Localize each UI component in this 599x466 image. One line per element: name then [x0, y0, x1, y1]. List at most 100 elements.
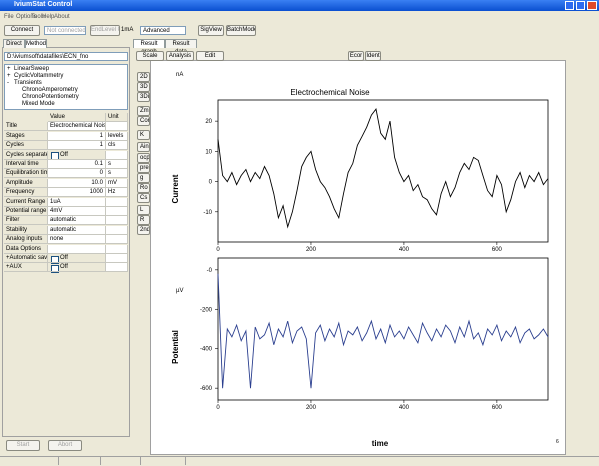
table-header: Unit: [106, 113, 128, 122]
param-name: Analog inputs: [4, 235, 48, 245]
tree-item[interactable]: Mixed Mode: [22, 101, 55, 107]
x-tick-label: 0: [216, 247, 220, 253]
param-value[interactable]: automatic: [48, 216, 106, 226]
side-button[interactable]: L: [137, 205, 150, 215]
param-value[interactable]: Off: [48, 254, 106, 263]
tree-item[interactable]: CyclicVoltammetry: [14, 73, 64, 79]
left-tab[interactable]: Method: [25, 39, 47, 48]
batch-button[interactable]: BatchMode: [226, 25, 256, 36]
side-button[interactable]: Ro: [137, 183, 150, 193]
param-unit: [106, 197, 128, 207]
menu-item[interactable]: Tools: [31, 14, 46, 20]
x-tick-label: 200: [306, 405, 317, 411]
plot-area: [217, 257, 549, 401]
graph-menu[interactable]: Analysis: [166, 51, 194, 61]
x-tick-label: 400: [399, 247, 410, 253]
checkbox[interactable]: [51, 152, 59, 161]
side-button[interactable]: R: [137, 215, 150, 225]
param-value[interactable]: 1: [48, 131, 106, 141]
param-value[interactable]: 0.1: [48, 160, 106, 169]
plot-area: [217, 99, 549, 243]
param-value[interactable]: 1uA: [48, 197, 106, 207]
param-value[interactable]: automatic: [48, 225, 106, 235]
side-button[interactable]: pre: [137, 163, 150, 173]
param-unit: [106, 254, 128, 263]
page-number: 6: [556, 439, 559, 445]
table-header: Value: [48, 113, 106, 122]
side-button[interactable]: Cs: [137, 193, 150, 203]
left-panel: [2, 47, 130, 437]
x-tick-label: 400: [399, 405, 410, 411]
graph-menu[interactable]: Scale: [136, 51, 164, 61]
param-value[interactable]: 10.0: [48, 178, 106, 188]
menu-item[interactable]: Help: [42, 14, 55, 20]
graph-button[interactable]: Ecor: [348, 51, 364, 61]
param-value[interactable]: Off: [48, 263, 106, 273]
param-value[interactable]: 0: [48, 169, 106, 179]
y-tick-label: 10: [205, 149, 212, 155]
side-button[interactable]: Cor: [137, 116, 150, 126]
side-button[interactable]: 2D: [137, 72, 150, 82]
connect-button[interactable]: Connect: [4, 25, 40, 36]
tree-view: [4, 64, 128, 110]
mode-dropdown[interactable]: Advanced: [140, 26, 186, 35]
param-value[interactable]: Electrochemical Noise: [48, 122, 106, 132]
graph-button[interactable]: Ident: [365, 51, 381, 61]
sigview-button[interactable]: SigView: [198, 25, 224, 36]
checkbox[interactable]: [51, 255, 59, 264]
param-value[interactable]: Off: [48, 150, 106, 160]
menu-item[interactable]: About: [54, 14, 70, 20]
param-name: +AUX: [4, 263, 48, 273]
side-button[interactable]: 2nd: [137, 225, 150, 235]
side-button[interactable]: Ain: [137, 142, 150, 152]
tree-item[interactable]: ChronoPotentiometry: [22, 94, 79, 100]
param-name: Frequency: [4, 188, 48, 198]
param-unit: Hz: [106, 188, 128, 198]
tree-item[interactable]: LinearSweep: [14, 66, 50, 72]
status-segment: [100, 457, 141, 465]
param-name: +Automatic save: [4, 254, 48, 263]
param-unit: s: [106, 169, 128, 179]
close-button[interactable]: [587, 1, 597, 10]
left-tab[interactable]: Direct: [3, 39, 25, 48]
param-value[interactable]: [48, 244, 106, 254]
param-name: Stability: [4, 225, 48, 235]
graph-menu[interactable]: Edit: [196, 51, 224, 61]
x-tick-label: 600: [492, 405, 503, 411]
param-value[interactable]: 4mV: [48, 207, 106, 216]
y-tick-label: -600: [200, 386, 213, 392]
param-name: Stages: [4, 131, 48, 141]
tree-expander[interactable]: +: [7, 66, 11, 72]
menu-item[interactable]: Options: [16, 14, 37, 20]
side-button[interactable]: ocp: [137, 153, 150, 163]
maximize-button[interactable]: [576, 1, 585, 10]
param-name: Potential range: [4, 207, 48, 216]
side-button[interactable]: 3D: [137, 82, 150, 92]
tree-item[interactable]: Transients: [14, 80, 42, 86]
tree-item[interactable]: ChronoAmperometry: [22, 87, 78, 93]
param-unit: [106, 244, 128, 254]
side-button[interactable]: 3Di: [137, 92, 150, 102]
action-button: Start: [6, 440, 40, 451]
param-value[interactable]: 1000: [48, 188, 106, 198]
data-line: [217, 273, 549, 389]
data-line: [217, 108, 549, 229]
param-unit: [106, 207, 128, 216]
tree-expander[interactable]: -: [7, 80, 9, 86]
status-segment: [145, 457, 186, 465]
method-file[interactable]: D:\iviumsoft\datafiles\ECN_fno: [4, 52, 128, 61]
param-value[interactable]: none: [48, 235, 106, 245]
checkbox[interactable]: [51, 264, 59, 273]
title-bar: [0, 0, 599, 11]
side-button[interactable]: Zm: [137, 106, 150, 116]
param-unit: levels: [106, 131, 128, 141]
menu-item[interactable]: File: [4, 14, 14, 20]
side-button[interactable]: g: [137, 173, 150, 183]
status-bar: [0, 456, 599, 466]
tree-expander[interactable]: +: [7, 73, 11, 79]
param-value[interactable]: 1: [48, 141, 106, 151]
minimize-button[interactable]: [565, 1, 574, 10]
side-button[interactable]: K: [137, 130, 150, 140]
range-label: 1mA: [121, 27, 134, 33]
